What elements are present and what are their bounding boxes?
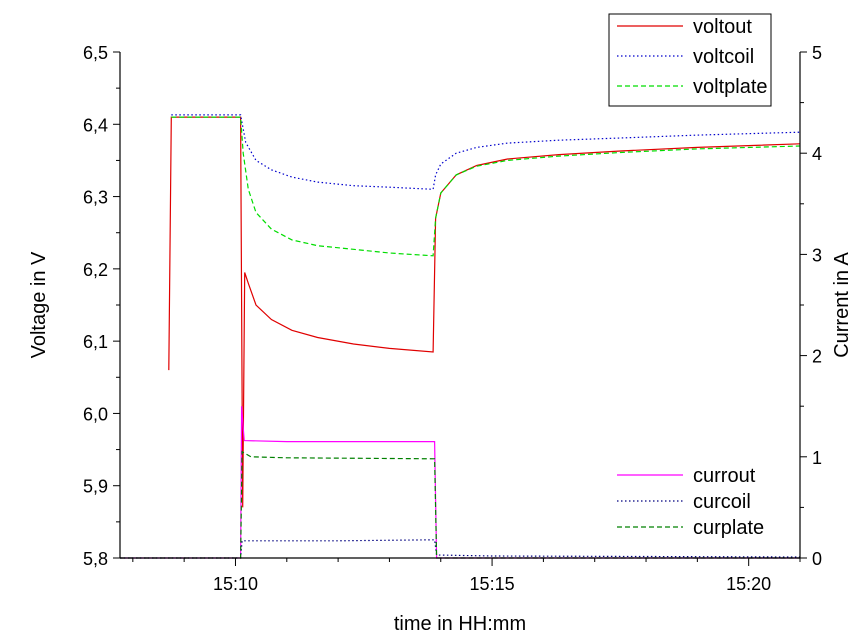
y-right-tick-label: 2 (812, 347, 822, 367)
y-right-tick-label: 0 (812, 549, 822, 569)
axes-layer: 5,8 5,9 6,0 6,1 6,2 6,3 6,4 6,5 0 1 2 3 4 5 15:10 15:15… (83, 43, 822, 594)
series-line-curplate (120, 450, 800, 559)
series-line-voltcoil (171, 114, 801, 190)
y-left-tick-label: 6,1 (83, 332, 108, 352)
series-line-voltout (168, 116, 801, 508)
series-layer (120, 114, 801, 559)
y-left-tick-label: 5,9 (83, 477, 108, 497)
y-right-tick-label: 1 (812, 448, 822, 468)
y-right-tick-label: 3 (812, 245, 822, 265)
legend-label-curplate: curplate (693, 517, 764, 539)
x-tick-label: 15:15 (470, 574, 515, 594)
legend-label-voltcoil: voltcoil (693, 46, 754, 68)
legend-label-voltout: voltout (693, 16, 752, 38)
y-right-tick-label: 4 (812, 144, 822, 164)
y-left-tick-label: 6,0 (83, 404, 108, 424)
legend-layer: voltout voltcoil voltplate currout curcoil cu… (608, 13, 772, 539)
y-left-tick-label: 6,2 (83, 260, 108, 280)
y-left-tick-label: 5,8 (83, 549, 108, 569)
legend-label-currout: currout (693, 465, 756, 487)
x-tick-label: 15:20 (726, 574, 771, 594)
y-axis-label-left: Voltage in V (28, 251, 50, 358)
legend-label-voltplate: voltplate (693, 76, 768, 98)
y-right-tick-label: 5 (812, 43, 822, 63)
y-axis-label-right: Current in A (831, 252, 853, 358)
y-left-tick-label: 6,5 (83, 43, 108, 63)
series-line-voltplate (171, 116, 801, 257)
x-axis-label: time in HH:mm (394, 613, 526, 635)
y-left-tick-label: 6,4 (83, 115, 108, 135)
legend-label-curcoil: curcoil (693, 491, 751, 513)
legend-box (608, 13, 772, 107)
x-tick-label: 15:10 (213, 574, 258, 594)
y-left-tick-label: 6,3 (83, 188, 108, 208)
